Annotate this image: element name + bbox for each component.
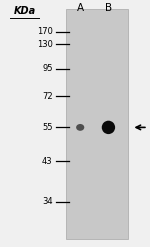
Text: KDa: KDa — [13, 6, 36, 16]
Text: 55: 55 — [42, 123, 53, 132]
Text: A: A — [77, 3, 84, 13]
Ellipse shape — [102, 121, 115, 134]
Text: 95: 95 — [42, 64, 53, 73]
Text: 43: 43 — [42, 157, 53, 166]
Text: 130: 130 — [37, 40, 53, 49]
Text: 34: 34 — [42, 197, 53, 206]
Bar — [66, 9, 129, 239]
Text: 72: 72 — [42, 92, 53, 101]
Text: 170: 170 — [37, 27, 53, 36]
Text: B: B — [105, 3, 112, 13]
Ellipse shape — [76, 124, 84, 131]
